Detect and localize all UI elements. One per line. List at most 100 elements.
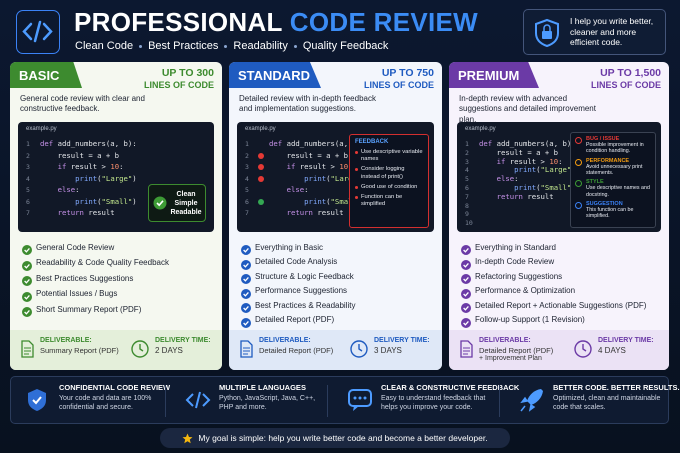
- code-line: return result: [496, 191, 554, 201]
- feature-check: [22, 273, 32, 291]
- annotation-text: This function can be simplified.: [586, 207, 634, 220]
- feature: Refactoring Suggestions: [475, 271, 563, 281]
- feature: Everything in Basic: [255, 242, 324, 252]
- plan-name: PREMIUM: [458, 68, 520, 83]
- code-line: print("Large"): [75, 173, 137, 183]
- code-file: example.py: [26, 126, 57, 132]
- annotation: STYLE Use descriptive names and docstring…: [575, 179, 651, 198]
- benefit-title: CLEAR & CONSTRUCTIVE FEEDBACK: [381, 383, 520, 392]
- line-number: 5: [465, 175, 469, 184]
- feature-check: [461, 242, 471, 260]
- annotation-body: SUGGESTION This function can be simplifie…: [586, 201, 651, 220]
- feedback-item: Consider logging instead of print(): [355, 166, 423, 180]
- code-note-text: Clean Simple Readable: [170, 191, 202, 217]
- feature-check: [22, 258, 32, 276]
- footer-text: My goal is simple: help you write better…: [198, 433, 488, 443]
- line-number: 1: [465, 140, 469, 148]
- document-icon: [20, 340, 34, 363]
- title-main: PROFESSIONAL: [74, 7, 283, 37]
- benefits-strip: CONFIDENTIAL CODE REVIEW Your code and da…: [10, 376, 680, 424]
- feedback-panel: FEEDBACK Use descriptive variable names Co…: [349, 134, 429, 228]
- benefit-text: Optimized, clean and maintainable code t…: [553, 395, 661, 412]
- code-line: print("Small"): [514, 183, 576, 192]
- title-highlight: CODE REVIEW: [289, 7, 479, 37]
- feature-check: [241, 271, 251, 289]
- divider: [327, 385, 328, 417]
- benefit-text: Your code and data are 100% confidential…: [59, 395, 152, 412]
- title: PROFESSIONAL CODE REVIEW: [74, 7, 478, 38]
- annotation-text: Use descriptive names and docstring.: [586, 185, 650, 198]
- code-line: print("Small"): [75, 196, 137, 206]
- bullet: [355, 151, 358, 154]
- tag-dot: [293, 44, 297, 48]
- delivery-time: 4 DAYS: [598, 346, 626, 355]
- feature-check: [241, 315, 251, 333]
- clock-icon: [131, 340, 149, 363]
- line-number: 1: [245, 140, 249, 148]
- annotation-label: STYLE: [586, 179, 604, 186]
- line-number: 5: [26, 186, 30, 194]
- annotation-icon: [575, 137, 582, 144]
- feature-check: [461, 257, 471, 275]
- feature: Best Practices & Readability: [255, 300, 356, 310]
- line-number: 10: [465, 219, 473, 228]
- delivery-strip: DELIVERABLE: Detailed Report (PDF) DELIVER…: [229, 330, 442, 370]
- plan-card: STANDARD UP TO 750 LINES OF CODE Detailed r…: [229, 62, 442, 370]
- document-icon: [459, 340, 473, 363]
- plan-name: STANDARD: [238, 68, 310, 83]
- annotation: SUGGESTION This function can be simplifie…: [575, 201, 651, 220]
- code-icon: [22, 20, 53, 43]
- annotation-body: BUG / ISSUE Possible improvement in condi…: [586, 136, 651, 155]
- code-line: result = a + b: [40, 150, 120, 160]
- delivery-time: 2 DAYS: [155, 346, 183, 355]
- line-number: 6: [465, 184, 469, 192]
- feedback-item: Use descriptive variable names: [355, 149, 423, 163]
- feature: Performance Suggestions: [255, 286, 348, 295]
- line-number: 5: [245, 186, 249, 194]
- plan-description: In-depth review with advanced suggestion…: [459, 94, 596, 124]
- tag-dot: [139, 44, 143, 48]
- feedback-text: Function can be simplified: [361, 194, 403, 208]
- bullet: [355, 196, 358, 200]
- check-icon: [153, 196, 167, 215]
- benefit-title: BETTER CODE. BETTER RESULTS.: [553, 383, 680, 392]
- deliverable: Detailed Report (PDF): [479, 346, 554, 355]
- line-number: 3: [245, 163, 249, 171]
- code-line: else:: [496, 174, 519, 184]
- feature-check: [461, 286, 471, 304]
- annotation-panel: BUG / ISSUE Possible improvement in condi…: [570, 132, 656, 228]
- annotation-icon: [575, 202, 582, 210]
- deliverable-extra: + Improvement Plan: [479, 355, 542, 362]
- feature-check: [241, 300, 251, 318]
- badge-text: I help you write better, cleaner and mor…: [570, 16, 654, 48]
- benefit-icon: [347, 387, 373, 418]
- feedback-text: Good use of condition: [361, 183, 418, 190]
- code-box: example.py 1 2 3 4 5 6 7 8 9 10 def add_numbers(a, …: [457, 122, 661, 232]
- code-line: def add_numbers(a, b):: [40, 139, 137, 148]
- tag: Quality Feedback: [302, 40, 389, 52]
- annotation-label: SUGGESTION: [586, 201, 623, 208]
- bullet: [355, 168, 358, 172]
- line-marker: [258, 198, 264, 205]
- delivery-label: DELIVERY TIME:: [598, 337, 654, 344]
- line-marker: [258, 175, 264, 182]
- plan-description: General code review with clear and const…: [20, 94, 145, 114]
- feature: General Code Review: [36, 242, 115, 252]
- delivery-label: DELIVERY TIME:: [155, 337, 211, 344]
- feedback-text: Consider logging instead of print(): [361, 166, 405, 180]
- feature-check: [22, 304, 32, 322]
- feedback-item: Function can be simplified: [355, 194, 423, 208]
- bullet: [355, 185, 358, 189]
- plan-card: PREMIUM UP TO 1,500 LINES OF CODE In-depth …: [449, 62, 669, 370]
- feature: Readability & Code Quality Feedback: [36, 258, 169, 267]
- feature-check: [241, 286, 251, 304]
- plan-name: BASIC: [19, 68, 60, 83]
- line-marker: [258, 152, 264, 159]
- code-line: print("Large"): [514, 165, 576, 175]
- feature: Detailed Report (PDF): [255, 315, 335, 324]
- line-number: 1: [26, 140, 30, 148]
- plan-price: UP TO 1,500: [600, 67, 661, 79]
- annotation-text: Avoid unnecessary print statements.: [586, 163, 643, 177]
- code-line: result = a + b: [479, 147, 559, 157]
